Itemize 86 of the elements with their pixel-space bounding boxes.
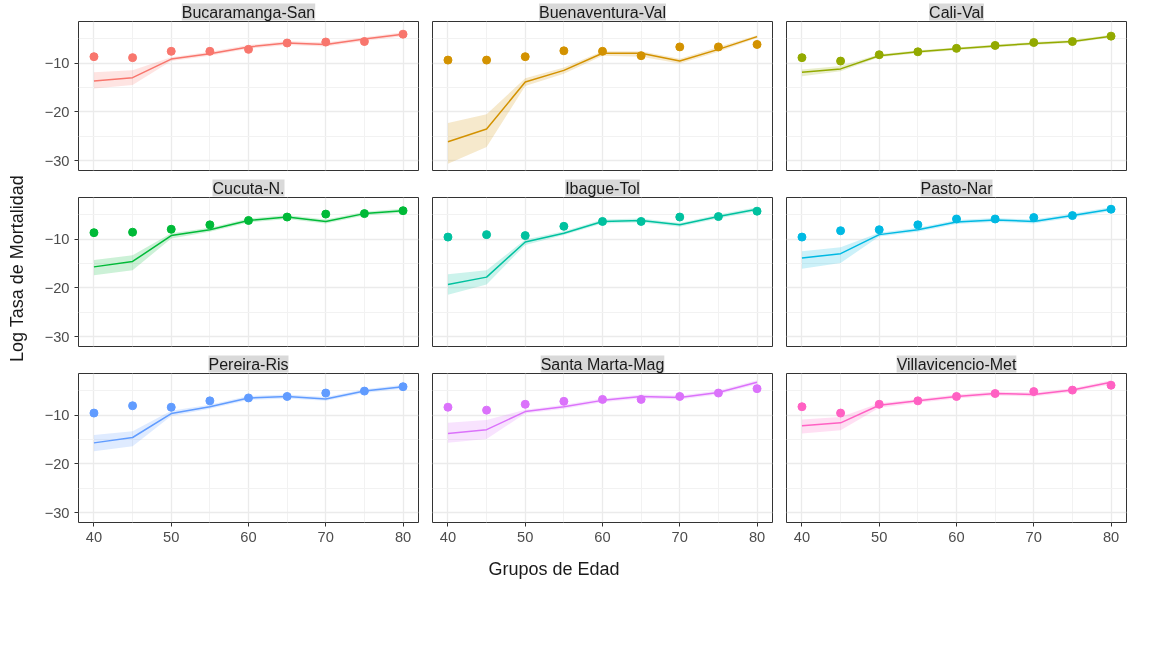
- point: [752, 39, 762, 49]
- chart-title: Pasto-Nar: [920, 179, 994, 197]
- point: [836, 408, 846, 418]
- point: [128, 53, 138, 63]
- point: [797, 232, 807, 242]
- point: [752, 206, 762, 216]
- point: [1106, 204, 1116, 214]
- x-tick-label: 50: [871, 528, 888, 545]
- point: [559, 396, 569, 406]
- point: [598, 46, 607, 56]
- x-tick-label: 70: [1025, 528, 1042, 545]
- point: [797, 402, 807, 412]
- point: [752, 384, 762, 394]
- point: [166, 224, 176, 234]
- point: [205, 396, 215, 406]
- chart-title: Pereira-Ris: [208, 355, 289, 373]
- point: [559, 221, 569, 231]
- point: [520, 52, 530, 62]
- point: [89, 408, 99, 418]
- x-tick-label: 40: [439, 528, 457, 545]
- point: [482, 55, 492, 65]
- point: [1029, 387, 1039, 397]
- point: [836, 56, 846, 66]
- point: [205, 220, 215, 230]
- point: [636, 394, 646, 404]
- y-tick-label: −30: [44, 328, 70, 345]
- x-tick-label: 50: [517, 528, 534, 545]
- point: [89, 228, 99, 238]
- point: [874, 225, 884, 235]
- point: [520, 231, 530, 241]
- point: [321, 209, 331, 219]
- chart-title: Ibague-Tol: [565, 179, 640, 197]
- point: [559, 46, 569, 56]
- point: [321, 37, 331, 47]
- point: [89, 52, 99, 62]
- y-tick-label: −20: [44, 455, 70, 472]
- chart-title: Santa Marta-Mag: [540, 355, 665, 373]
- x-tick-label: 60: [948, 528, 965, 545]
- point: [598, 216, 607, 226]
- y-tick-label: −20: [44, 279, 70, 296]
- x-axis-title: Grupos de Edad: [488, 558, 620, 581]
- point: [482, 405, 492, 415]
- point: [443, 232, 453, 242]
- y-tick-label: −10: [44, 55, 70, 72]
- x-tick-label: 80: [748, 528, 766, 545]
- point: [1106, 380, 1116, 390]
- point: [443, 55, 453, 65]
- point: [166, 402, 176, 412]
- point: [359, 37, 369, 47]
- y-tick-label: −10: [44, 407, 70, 424]
- point: [913, 220, 923, 230]
- y-tick-label: −30: [44, 152, 70, 169]
- point: [321, 388, 331, 398]
- y-tick-label: −20: [44, 103, 70, 120]
- point: [482, 230, 492, 240]
- chart-title: Cali-Val: [929, 3, 984, 21]
- point: [836, 226, 846, 236]
- x-tick-label: 60: [594, 528, 611, 545]
- point: [398, 29, 408, 39]
- point: [520, 399, 530, 409]
- chart-title: Buenaventura-Val: [539, 3, 666, 21]
- x-tick-label: 80: [1102, 528, 1120, 545]
- point: [128, 401, 138, 411]
- point: [797, 53, 807, 63]
- x-tick-label: 70: [671, 528, 688, 545]
- point: [398, 382, 408, 392]
- y-tick-label: −30: [44, 504, 70, 521]
- point: [398, 206, 408, 216]
- x-tick-label: 40: [793, 528, 811, 545]
- point: [166, 46, 176, 56]
- y-axis-title: Log Tasa de Mortalidad: [6, 175, 28, 363]
- x-tick-label: 40: [85, 528, 103, 545]
- chart-title: Bucaramanga-San: [181, 3, 316, 21]
- x-tick-label: 70: [317, 528, 334, 545]
- x-tick-label: 50: [163, 528, 180, 545]
- y-tick-label: −10: [44, 231, 70, 248]
- x-tick-label: 60: [240, 528, 257, 545]
- x-tick-label: 80: [394, 528, 412, 545]
- point: [675, 42, 685, 52]
- point: [443, 402, 453, 412]
- point: [1067, 37, 1077, 47]
- point: [128, 227, 138, 237]
- chart-title: Villavicencio-Met: [896, 355, 1017, 373]
- point: [675, 212, 685, 222]
- chart-title: Cucuta-N.: [212, 179, 285, 197]
- point: [1106, 31, 1116, 41]
